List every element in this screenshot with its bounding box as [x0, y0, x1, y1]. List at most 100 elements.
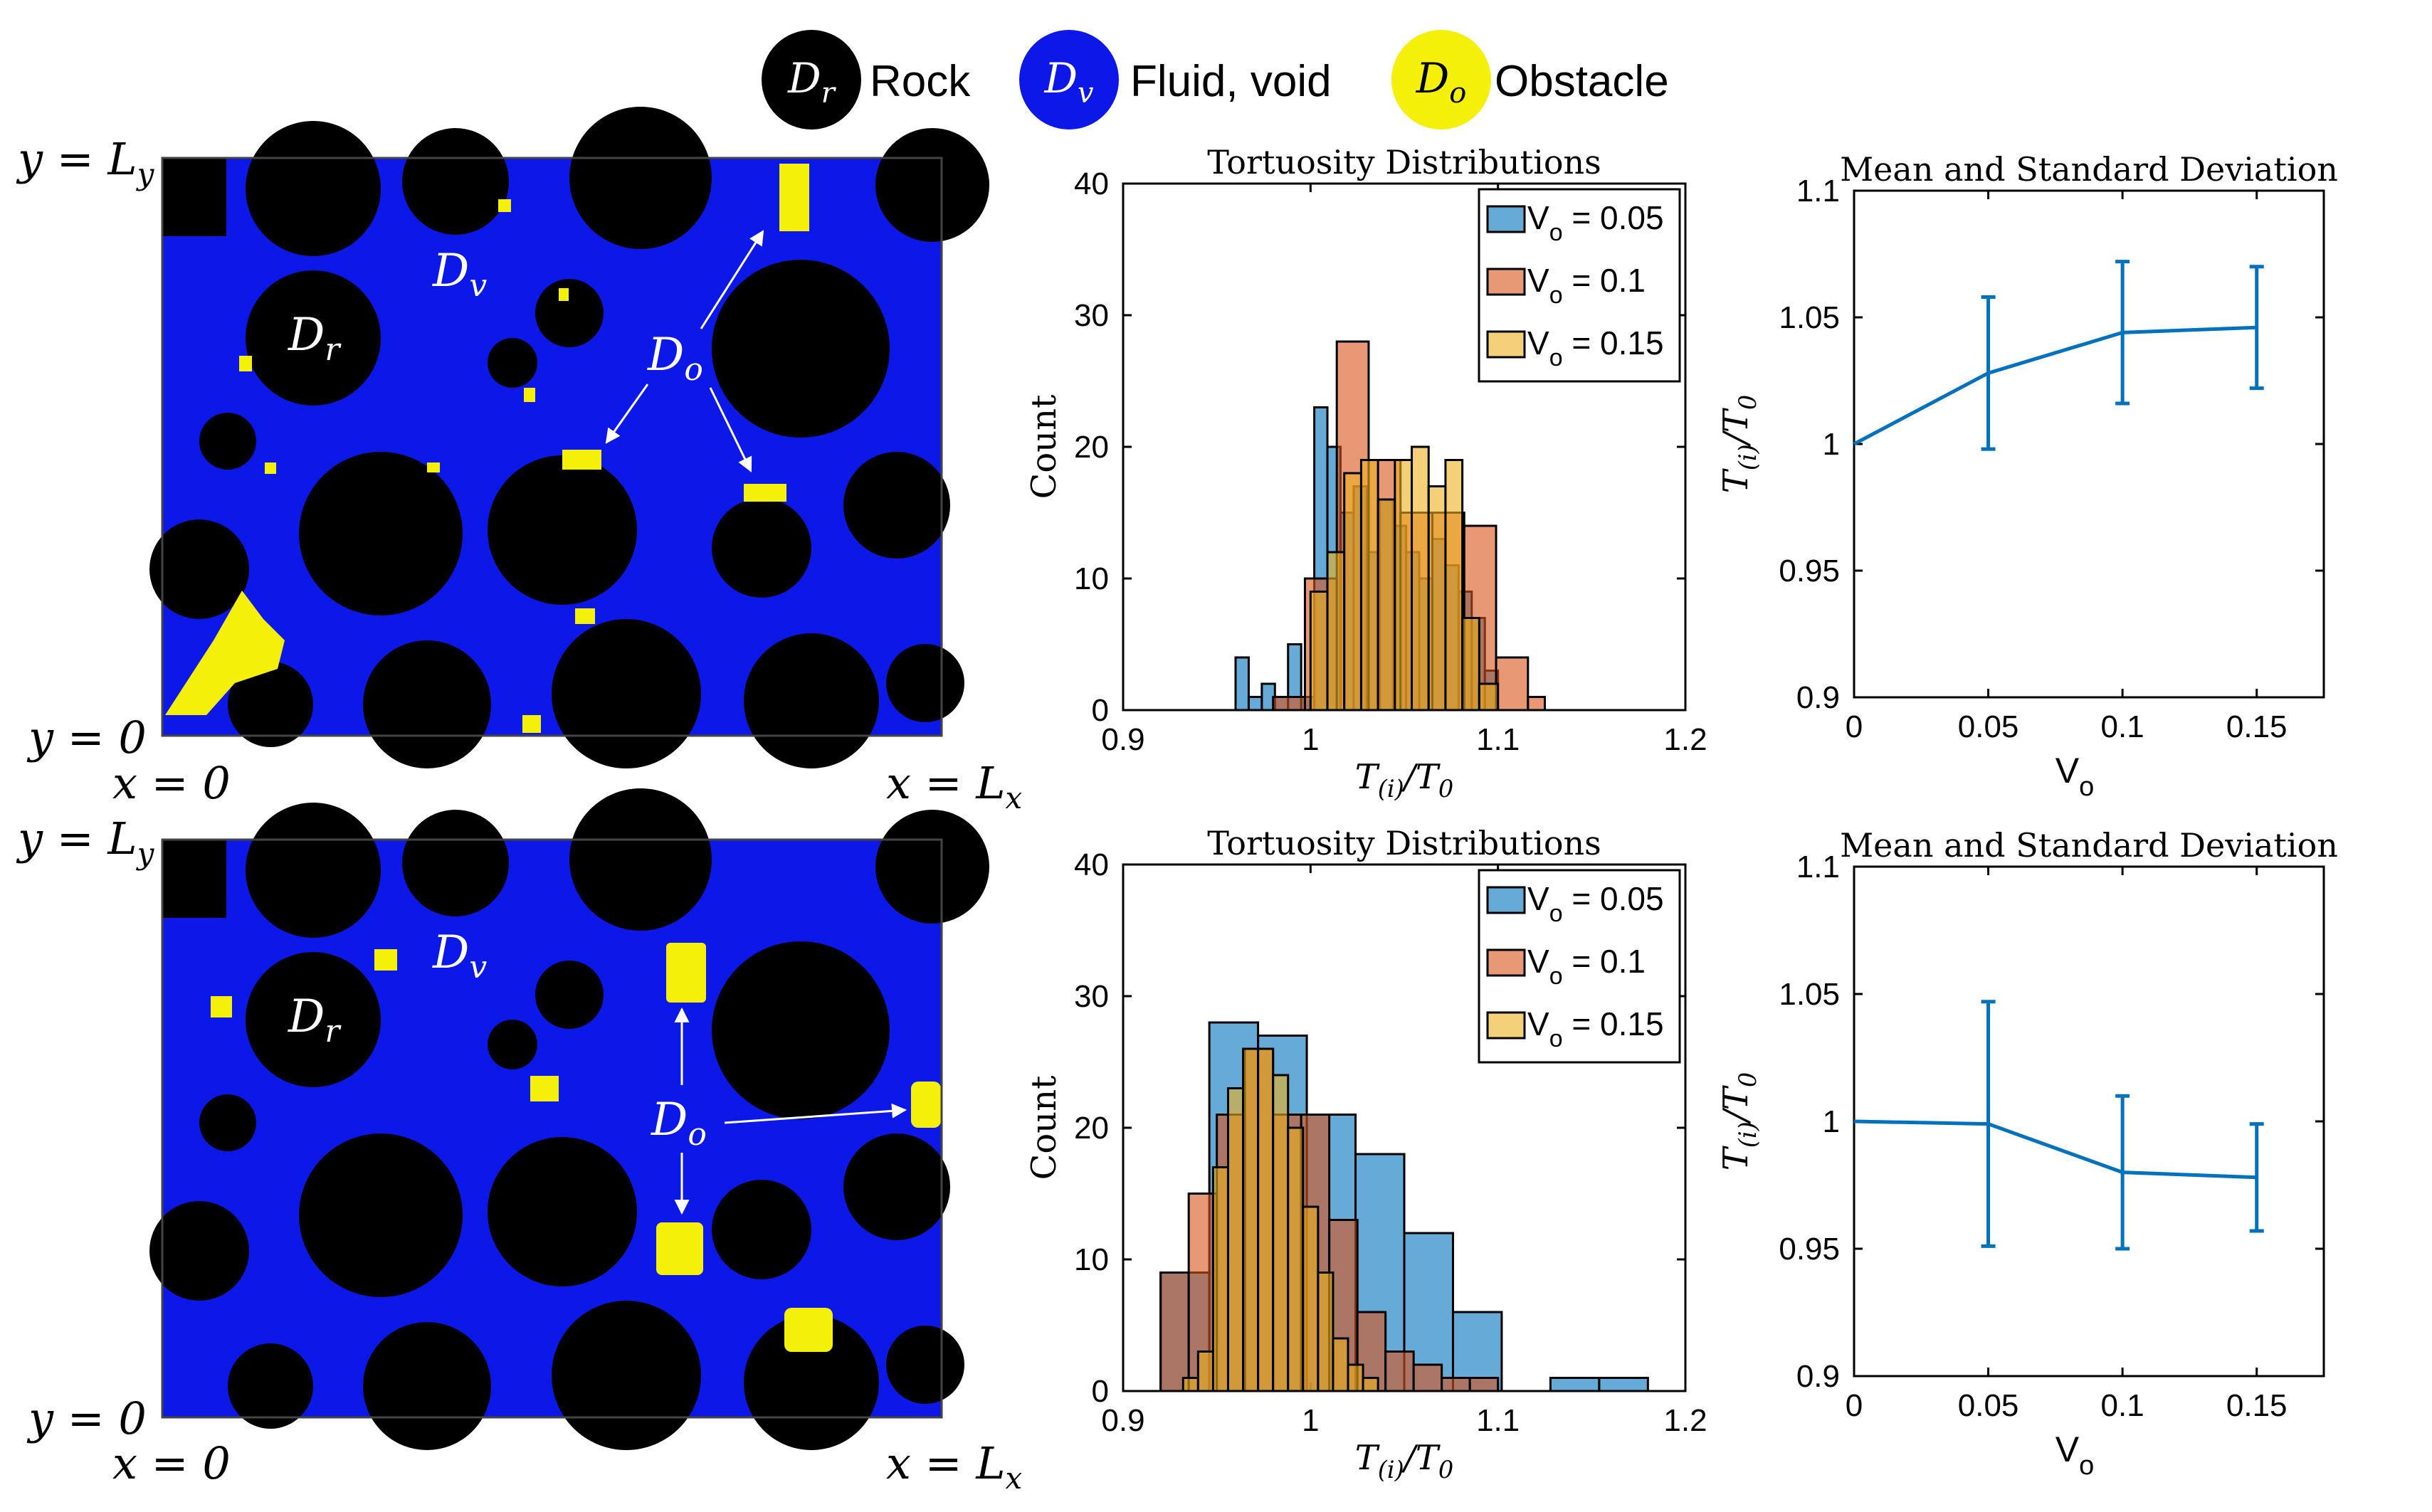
domain-panel-bottom: Dr Dv Do y = Ly y = 0 x = 0 x = Lx [16, 788, 1023, 1496]
y-axis-label: Count [1024, 395, 1064, 499]
histogram-bar [1272, 1074, 1290, 1392]
svg-text:x = Lx: x = Lx [886, 757, 1023, 815]
histogram-bar [1384, 1350, 1415, 1392]
chart-title: Tortuosity Distributions [1207, 143, 1601, 181]
svg-text:Do: Do [1416, 54, 1467, 110]
label-y-top: y = L [16, 133, 137, 185]
label-obstacle-sub: o [684, 351, 703, 388]
data-point [2115, 1094, 2130, 1251]
mean-std-chart-1: Mean and Standard Deviation 0 0.05 0.1 0.15 0… [1716, 150, 2338, 802]
histogram-chart-2: Tortuosity Distributions 0.9 1 1.1 1.2 0 10 20 3… [1024, 824, 1707, 1484]
x-tick-label: 1 [1302, 722, 1319, 757]
label-y-top-2: y = L [16, 813, 137, 865]
y-tick-label: 1.1 [1796, 174, 1840, 208]
legend-swatch [1486, 948, 1526, 977]
y-tick-label: 0 [1092, 693, 1109, 728]
y-axis-label: Count [1024, 1076, 1064, 1180]
histogram-bar [1343, 472, 1362, 712]
histogram-bar [1226, 1087, 1245, 1392]
mean-line [1853, 1119, 2257, 1180]
obstacle-legend-marker [1391, 30, 1491, 129]
legend-void-sub: v [1078, 77, 1094, 110]
y-tick-label: 20 [1074, 1111, 1109, 1146]
x-tick-label: 1.2 [1663, 722, 1707, 757]
histogram-bar [1527, 696, 1547, 712]
legend-obstacle-symbol: D [1416, 54, 1450, 102]
histogram-bar [1247, 696, 1263, 712]
obstacle-arrows [605, 230, 764, 472]
svg-text:Dv: Dv [432, 926, 487, 985]
histogram-bar [1549, 1377, 1601, 1392]
legend-item-rock: Dr Rock [762, 30, 971, 129]
x-tick-label: 0.9 [1101, 1403, 1144, 1438]
histogram-bar [1468, 1377, 1500, 1392]
histogram-bar [1412, 1363, 1443, 1392]
histogram-bar [1461, 617, 1480, 712]
legend-entry: Vo = 0.05 [1527, 199, 1664, 246]
x-tick-label: 0.15 [2226, 1388, 2288, 1423]
label-x-right-sub: x [1006, 781, 1023, 815]
y-tick-label: 40 [1074, 847, 1109, 882]
x-tick-label: 0.1 [2101, 1388, 2144, 1423]
svg-text:Do: Do [647, 329, 703, 388]
histogram-bar [1326, 551, 1346, 712]
chart-legend: Vo = 0.05 Vo = 0.1 Vo = 0.15 [1478, 869, 1681, 1064]
svg-text:Dr: Dr [288, 990, 342, 1050]
legend-obstacle-sub: o [1449, 77, 1466, 110]
svg-text:Dr: Dr [288, 309, 342, 368]
histogram-bar [1362, 1377, 1379, 1392]
axis-label-math: T(i)/T0 [1355, 757, 1454, 803]
label-x-right: x = L [886, 757, 1006, 809]
void-legend-marker [1019, 30, 1119, 129]
svg-text:Dv: Dv [1043, 54, 1094, 110]
legend-swatch [1486, 268, 1526, 296]
y-tick-label: 40 [1074, 166, 1109, 201]
y-tick-label: 10 [1074, 1242, 1109, 1277]
histogram-bar [1317, 1272, 1335, 1392]
label-rock-2-sub: r [325, 1013, 342, 1050]
legend-item-void: Dv Fluid, void [1019, 30, 1332, 129]
svg-text:y = Ly: y = Ly [16, 813, 155, 871]
data-point [1981, 1000, 1996, 1248]
histogram-bar [1257, 1047, 1275, 1392]
legend-entry: Vo = 0.05 [1527, 880, 1664, 927]
histogram-chart-0: Tortuosity Distributions 0.9 1 1.1 1.2 0 10 20 3… [1024, 143, 1707, 803]
histogram-bar [1272, 696, 1306, 712]
chart-title: Mean and Standard Deviation [1840, 150, 2338, 189]
legend-swatch [1486, 886, 1526, 914]
histogram-bar [1287, 1126, 1305, 1392]
label-obstacle-2: D [651, 1094, 688, 1146]
domain-frame [161, 157, 943, 737]
histogram-bar [1394, 459, 1414, 712]
svg-text:x = Lx: x = Lx [886, 1437, 1023, 1496]
y-tick-label: 20 [1074, 430, 1109, 465]
series-2 [1309, 445, 1500, 712]
histogram-bar [1376, 498, 1396, 712]
legend-void-label: Fluid, void [1130, 57, 1332, 106]
histogram-bar [1359, 459, 1379, 712]
histogram-bar [1309, 591, 1329, 712]
chart-title: Mean and Standard Deviation [1840, 826, 2338, 865]
legend-rock-symbol: D [787, 54, 821, 102]
label-void-2: D [432, 926, 469, 979]
histogram-bar [1478, 682, 1500, 712]
x-axis-label: Vo [2055, 1429, 2095, 1481]
domain-panel-top: Dr Dv Do y = Ly y = 0 x = 0 x = Lx [16, 107, 1023, 815]
label-y-top-sub: y [136, 157, 155, 191]
legend-entry: Vo = 0.1 [1527, 262, 1646, 309]
series-2 [1181, 1047, 1379, 1392]
histogram-bar [1211, 1166, 1229, 1392]
y-tick-label: 0 [1092, 1374, 1109, 1409]
axis-label-math: T(i)/T0 [1716, 395, 1762, 494]
histogram-bar [1181, 1377, 1199, 1392]
svg-text:Do: Do [651, 1094, 707, 1153]
svg-text:Dr: Dr [787, 54, 837, 110]
label-x-left-2: x = 0 [112, 1437, 231, 1489]
legend-rock-label: Rock [870, 57, 971, 106]
x-axis-label: Vo [2055, 751, 2095, 802]
y-tick-label: 0.9 [1796, 1359, 1840, 1394]
obstacles-2 [211, 943, 941, 1352]
x-tick-label: 0 [1846, 709, 1863, 744]
